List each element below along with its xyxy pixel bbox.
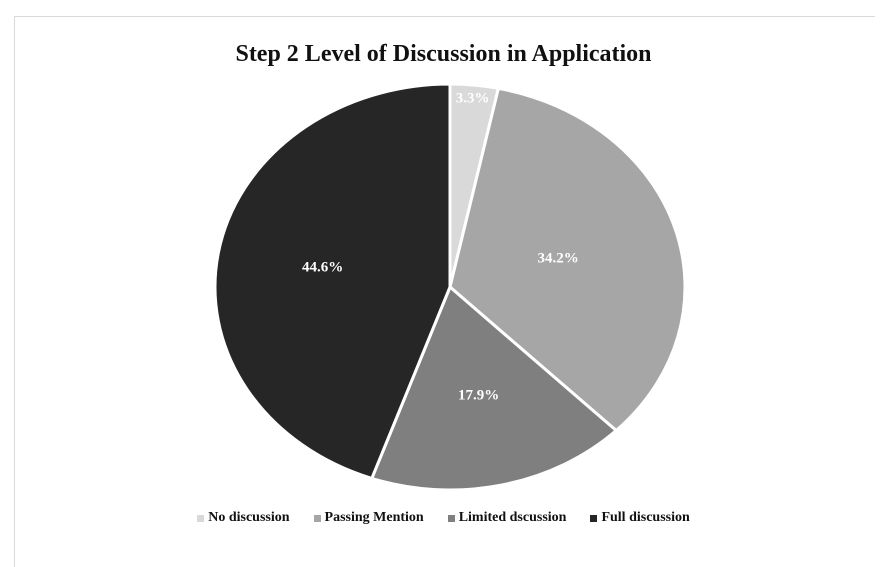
pie-slice-full-discussion	[213, 82, 452, 481]
data-label-full-discussion: 44.6%	[302, 260, 343, 276]
legend: No discussion Passing Mention Limited ds…	[0, 510, 887, 526]
legend-swatch	[313, 514, 321, 522]
data-label-passing-mention: 34.2%	[537, 251, 578, 267]
chart-title: Step 2 Level of Discussion in Applicatio…	[235, 41, 652, 67]
legend-item-no-discussion: No discussion	[197, 510, 290, 526]
legend-label: Limited dscussion	[458, 510, 567, 525]
legend-item-passing-mention: Passing Mention	[313, 510, 424, 526]
data-label-no-discussion: 3.3%	[456, 91, 490, 107]
legend-swatch	[590, 514, 598, 522]
legend-label: Passing Mention	[324, 510, 424, 525]
legend-item-limited-discussion: Limited dscussion	[447, 510, 567, 526]
legend-swatch	[447, 514, 455, 522]
legend-label: Full discussion	[601, 510, 690, 525]
pie-slice-passing-mention	[448, 86, 687, 433]
legend-swatch	[197, 514, 205, 522]
legend-item-full-discussion: Full discussion	[590, 510, 690, 526]
data-label-limited-dscussion: 17.9%	[458, 387, 499, 403]
legend-label: No discussion	[208, 510, 290, 525]
pie-slice-limited-dscussion	[369, 284, 619, 492]
